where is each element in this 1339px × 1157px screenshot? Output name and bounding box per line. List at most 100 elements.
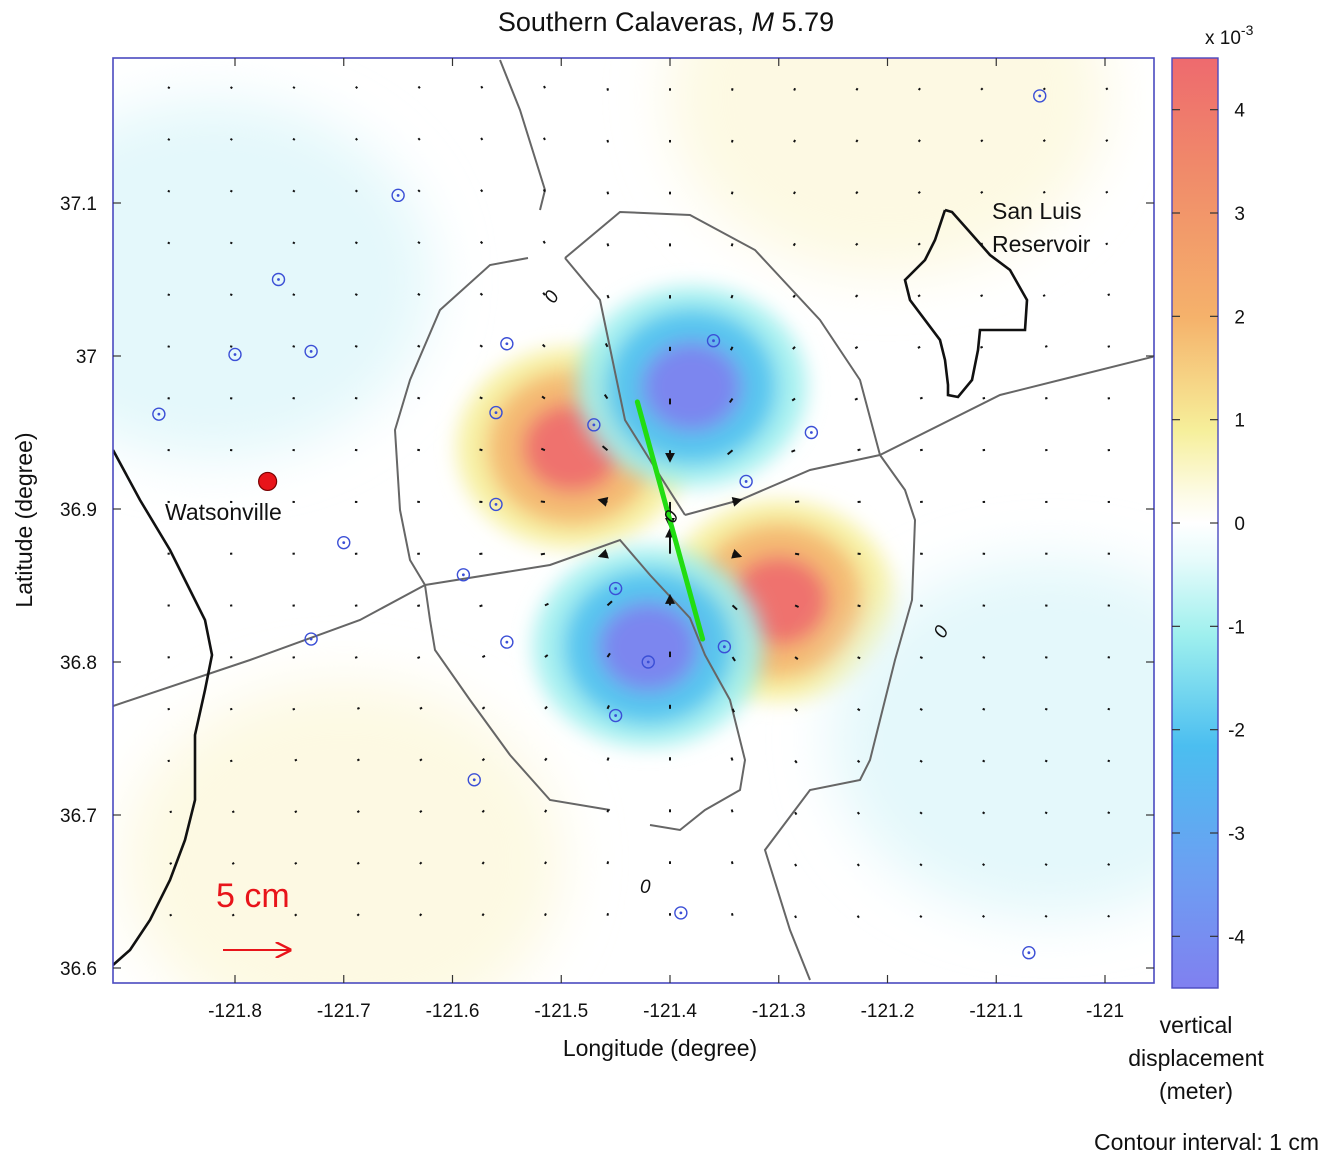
gps-station-marker bbox=[674, 906, 688, 920]
displacement-arrow bbox=[229, 293, 233, 297]
contour-line bbox=[879, 355, 1154, 456]
displacement-lobe bbox=[123, 680, 564, 983]
displacement-arrow bbox=[479, 344, 483, 348]
displacement-arrow bbox=[354, 137, 359, 141]
displacement-arrow bbox=[919, 759, 923, 763]
displacement-arrow bbox=[917, 345, 921, 349]
colorbar-ticks: 4 3 2 1 0 -1 -2 -3 -4 bbox=[1172, 101, 1245, 948]
displacement-arrow bbox=[544, 757, 548, 762]
displacement-arrow bbox=[919, 656, 923, 659]
reservoir-label-line1: San Luis bbox=[992, 198, 1082, 224]
fault-trace bbox=[634, 399, 706, 642]
displacement-arrow bbox=[794, 552, 800, 556]
chart-title: Southern Calaveras, M 5.79 bbox=[498, 7, 834, 37]
displacement-arrow bbox=[544, 913, 547, 917]
displacement-arrow bbox=[167, 707, 171, 711]
displacement-arrow bbox=[1107, 811, 1111, 815]
displacement-arrow bbox=[606, 139, 610, 143]
displacement-arrow bbox=[601, 445, 609, 452]
gps-station-marker bbox=[1022, 946, 1036, 960]
displacement-arrow bbox=[604, 342, 609, 348]
displacement-arrow bbox=[481, 861, 485, 865]
displacement-arrow bbox=[1107, 293, 1111, 297]
displacement-arrow bbox=[731, 604, 738, 611]
colorbar-label-line1: vertical bbox=[1160, 1012, 1233, 1038]
gps-station-marker bbox=[608, 708, 623, 723]
colorbar-tick-label: -1 bbox=[1228, 617, 1245, 638]
colorbar-tick-label: 0 bbox=[1234, 514, 1245, 535]
displacement-arrow bbox=[980, 190, 984, 194]
displacement-arrow bbox=[1042, 87, 1046, 91]
displacement-arrow bbox=[982, 396, 986, 400]
x-tick-label: -121.6 bbox=[426, 1001, 480, 1022]
displacement-arrow bbox=[919, 811, 923, 815]
gps-station-marker bbox=[467, 773, 481, 787]
displacement-arrow bbox=[169, 913, 173, 917]
gps-station-marker bbox=[804, 425, 819, 440]
displacement-arrow bbox=[856, 863, 860, 867]
y-axis: 36.6 36.7 36.8 36.9 37 37.1 bbox=[60, 194, 1154, 980]
displacement-arrow bbox=[542, 292, 546, 296]
displacement-arrow bbox=[980, 87, 984, 91]
contour-interval-note: Contour interval: 1 cm bbox=[1094, 1129, 1319, 1155]
displacement-arrow bbox=[730, 294, 734, 299]
displacement-arrow bbox=[794, 759, 798, 764]
displacement-arrow bbox=[229, 345, 233, 348]
displacement-arrow bbox=[167, 241, 171, 245]
displacement-arrow bbox=[794, 708, 798, 712]
displacement-arrow bbox=[856, 915, 860, 919]
displacement-arrow bbox=[855, 242, 859, 246]
displacement-arrow bbox=[417, 396, 421, 400]
displacement-arrow bbox=[917, 87, 921, 91]
scale-arrow-label: 5 cm bbox=[216, 877, 290, 915]
coastline bbox=[113, 208, 1029, 966]
watsonville-marker bbox=[258, 471, 278, 492]
displacement-arrow bbox=[167, 345, 170, 348]
displacement-arrow bbox=[292, 397, 296, 400]
displacement-arrow bbox=[726, 449, 734, 456]
displacement-arrow bbox=[603, 394, 609, 400]
reservoir-label-line2: Reservoir bbox=[992, 231, 1091, 257]
displacement-arrow bbox=[419, 706, 423, 710]
displacement-arrow bbox=[606, 861, 610, 865]
gps-station-marker bbox=[304, 344, 318, 359]
displacement-arrow bbox=[1044, 345, 1048, 348]
displacement-lobe bbox=[830, 558, 1154, 919]
colorbar-tick-label: 3 bbox=[1234, 204, 1245, 225]
displacement-arrow bbox=[544, 705, 548, 710]
x-tick-label: -121.7 bbox=[317, 1001, 371, 1022]
contour-line bbox=[684, 454, 881, 516]
gps-station-marker bbox=[706, 334, 721, 348]
displacement-arrow bbox=[229, 241, 233, 245]
displacement-arrow bbox=[982, 759, 986, 763]
displacement-arrow bbox=[917, 242, 921, 246]
x-tick-label: -121.1 bbox=[969, 1001, 1023, 1022]
displacement-arrow bbox=[543, 85, 546, 89]
displacement-arrow bbox=[982, 811, 986, 815]
x-axis: -121.8 -121.7 -121.6 -121.5 -121.4 -121.3 -121… bbox=[208, 58, 1124, 1022]
displacement-arrow bbox=[355, 85, 359, 89]
displacement-arrow bbox=[792, 242, 796, 247]
displacement-arrow bbox=[606, 809, 610, 813]
displacement-arrow bbox=[544, 809, 548, 813]
displacement-arrow bbox=[544, 654, 549, 658]
gps-station-marker bbox=[717, 640, 732, 654]
displacement-arrow bbox=[980, 139, 984, 143]
displacement-arrow bbox=[356, 706, 360, 710]
displacement-arrow bbox=[481, 706, 486, 710]
gps-station-marker bbox=[489, 497, 503, 512]
displacement-arrow bbox=[597, 497, 609, 507]
displacement-arrow bbox=[1105, 242, 1109, 246]
displacement-arrow bbox=[229, 189, 233, 193]
displacement-arrow bbox=[542, 240, 546, 244]
displacement-arrow bbox=[731, 656, 736, 662]
displacement-arrow bbox=[481, 913, 485, 917]
displacement-arrow bbox=[419, 861, 423, 865]
gps-station-marker bbox=[391, 188, 405, 203]
displacement-arrow bbox=[597, 548, 609, 559]
displacement-arrow bbox=[294, 861, 298, 865]
displacement-arrow bbox=[855, 87, 859, 91]
y-axis-label: Latitude (degree) bbox=[11, 432, 37, 607]
y-tick-label: 37.1 bbox=[60, 194, 97, 215]
displacement-arrow bbox=[791, 449, 796, 453]
